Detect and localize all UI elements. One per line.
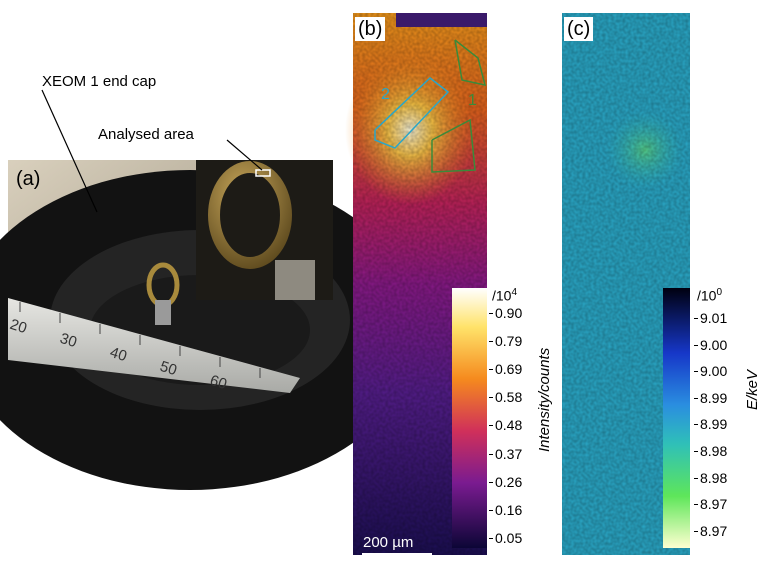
colorbar-tick-label: 8.97 [693,496,728,513]
annotation: Analysed area [98,126,194,143]
colorbar-tick-label: 9.00 [693,363,728,380]
colorbar-title: E/keV [744,369,761,410]
colorbar-tick-label: 9.00 [693,336,728,353]
colorbar-multiplier: /100 [697,287,722,304]
colorbar-tick-label: 8.99 [693,389,728,406]
colorbar-title: Intensity/counts [536,347,553,452]
colorbar-tick-label: 8.97 [693,522,728,539]
colorbar-tick-label: 0.05 [488,529,523,546]
region-label: 1 [468,92,477,109]
colorbar-multiplier: /104 [492,287,517,304]
multiplier: /10 [697,287,717,304]
colorbar-tick-label: 0.16 [488,501,523,518]
colorbar-tick-label: 0.79 [488,333,523,350]
colorbar-tick-label: 0.58 [488,389,523,406]
photo-a [0,89,420,490]
heatmap-b [345,13,487,557]
heatmap-c [562,13,690,555]
exponent: 0 [716,287,723,298]
panel-label: (a) [16,168,41,190]
colorbar-tick-label: 8.98 [693,469,728,486]
colorbar-tick-label: 0.48 [488,417,523,434]
colorbar-tick-label: 8.98 [693,443,728,459]
colorbar-tick-label: 0.69 [488,361,523,378]
region-label: 2 [381,86,390,103]
colorbar-tick-label: 0.90 [488,305,523,321]
colorbar-tick-label: 0.26 [488,473,523,490]
multiplier: /10 [492,287,512,304]
annotation: XEOM 1 end cap [42,73,157,90]
colorbar-tick-label: 9.01 [693,310,728,326]
exponent: 4 [511,287,518,298]
colorbar-tick-label: 0.37 [488,445,523,462]
scale-bar-label: 200 µm [363,534,414,551]
colorbar-tick-label: 8.99 [693,416,728,433]
panel-label: (c) [564,17,594,41]
panel-label: (b) [355,17,386,41]
